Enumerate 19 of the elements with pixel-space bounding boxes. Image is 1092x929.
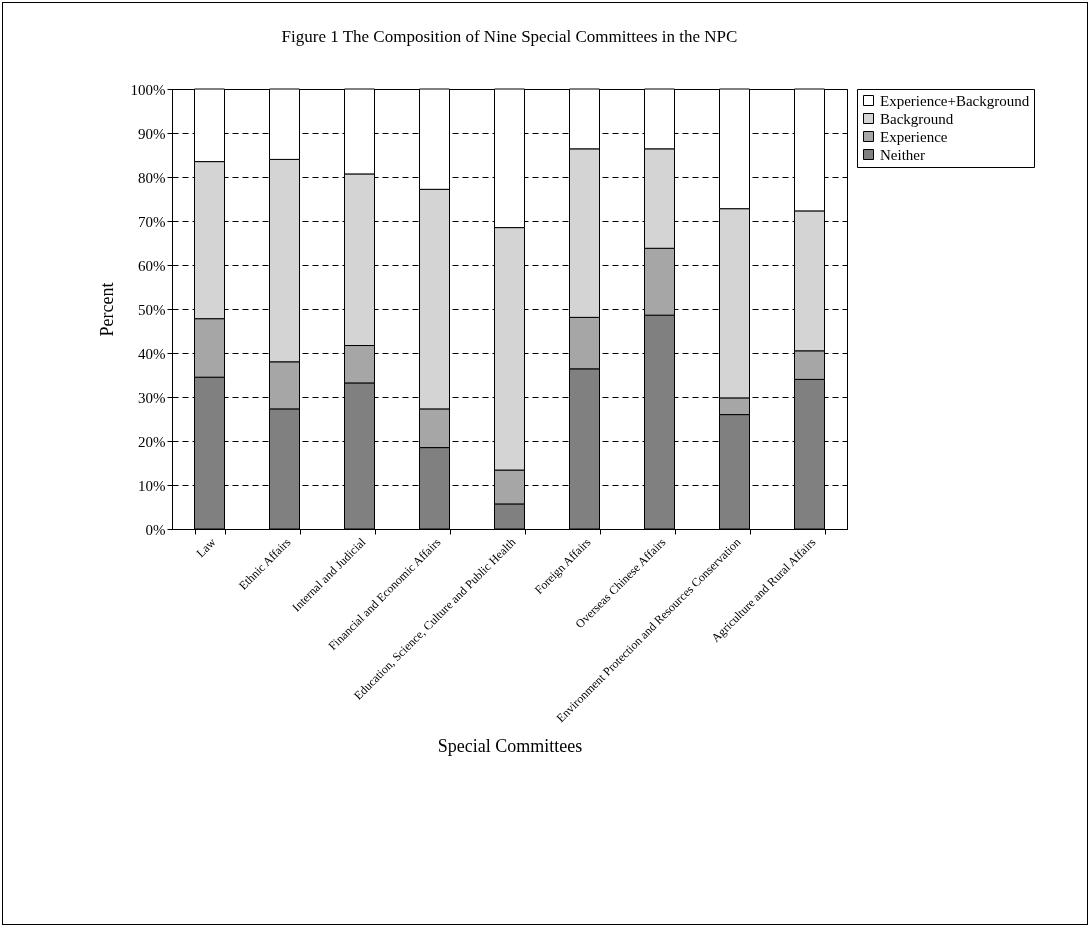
legend-label: Experience+Background [880,92,1030,109]
y-tick-label: 60% [138,257,166,274]
y-tick-label: 100% [130,81,166,98]
legend-label: Neither [880,146,925,163]
y-tick-label: 50% [138,301,166,318]
legend-label: Experience [880,128,948,145]
y-tick-label: 10% [138,477,166,494]
y-tick-label: 40% [138,345,166,362]
y-tick-label: 30% [138,389,166,406]
y-axis-title: Percent [96,282,117,337]
y-tick-label: 70% [138,213,166,230]
y-tick-label: 80% [138,169,166,186]
x-axis-title: Special Committees [437,736,583,757]
chart-title: Figure 1 The Composition of Nine Special Committees in the NPC [281,27,738,46]
y-tick-label: 90% [138,125,166,142]
x-tick-label: Law [193,534,219,561]
legend-label: Background [880,110,954,127]
y-tick-label: 0% [145,521,166,538]
y-tick-label: 20% [138,433,166,450]
